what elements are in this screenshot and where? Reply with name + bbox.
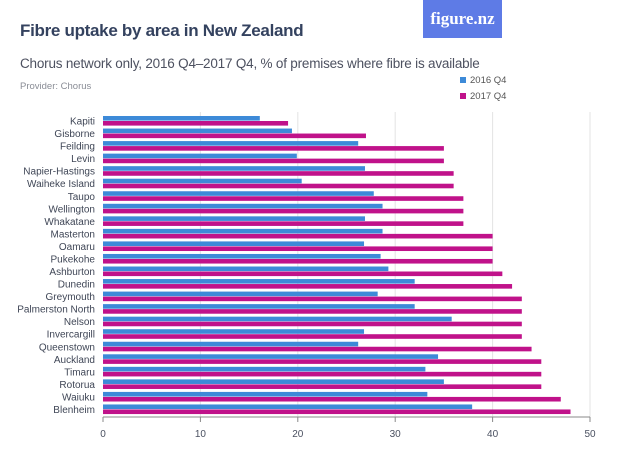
x-tick-label: 40 [487,429,499,440]
bar-2016-q4 [103,379,444,384]
bar-2017-q4 [103,271,503,277]
category-label: Taupo [68,192,96,203]
bar-2017-q4 [103,171,454,176]
bar-2017-q4 [103,346,532,352]
bar-2016-q4 [103,391,428,397]
bar-2017-q4 [103,371,542,377]
category-label: Wellington [48,204,95,215]
bar-2016-q4 [103,166,366,171]
legend-item-2016: 2016 Q4 [460,72,506,88]
bar-2016-q4 [103,279,415,284]
category-label: Dunedin [58,280,95,291]
bar-2016-q4 [103,116,260,121]
category-label: Waiuku [62,392,95,403]
bar-2017-q4 [103,121,289,126]
category-label: Waiheke Island [27,179,95,190]
bar-2016-q4 [103,253,381,259]
provider-note: Provider: Chorus [20,81,92,92]
bar-2017-q4 [103,233,493,239]
category-label: Kapiti [70,117,95,128]
bar-2016-q4 [103,228,383,234]
category-label: Napier-Hastings [23,167,95,178]
x-tick-label: 50 [584,429,596,440]
category-label: Palmerston North [17,305,95,316]
x-tick-label: 30 [390,429,402,440]
bar-2016-q4 [103,178,302,184]
bar-2017-q4 [103,296,522,302]
bar-2017-q4 [103,409,571,415]
bar-2016-q4 [103,404,473,410]
legend-swatch [460,93,466,99]
category-label: Ashburton [49,267,95,278]
category-label: Greymouth [46,292,95,303]
bar-2016-q4 [103,128,292,134]
bar-2016-q4 [103,191,374,196]
bar-2016-q4 [103,366,426,372]
bar-2017-q4 [103,158,444,164]
bar-2017-q4 [103,384,542,389]
legend-item-2017: 2017 Q4 [460,88,506,104]
category-label: Queenstown [39,342,95,353]
bar-2017-q4 [103,258,493,264]
bar-2017-q4 [103,309,522,314]
bar-2017-q4 [103,246,493,252]
x-tick-label: 0 [100,429,106,440]
category-label: Invercargill [47,330,95,341]
bar-2017-q4 [103,133,366,139]
legend-label: 2016 Q4 [470,74,507,86]
category-label: Gisborne [54,129,95,140]
bar-2016-q4 [103,304,415,309]
legend-swatch [460,77,466,83]
category-label: Auckland [54,355,95,366]
category-label: Whakatane [44,217,95,228]
bar-2016-q4 [103,341,359,347]
category-label: Masterton [51,229,95,240]
bar-2017-q4 [103,208,464,214]
bar-2017-q4 [103,196,464,201]
chart-subtitle: Chorus network only, 2016 Q4–2017 Q4, % … [20,56,480,71]
category-label: Feilding [60,142,95,153]
bar-2017-q4 [103,284,513,289]
bar-2016-q4 [103,203,383,209]
legend: 2016 Q4 2017 Q4 [460,72,506,104]
x-tick-label: 10 [195,429,207,440]
bar-2017-q4 [103,359,542,364]
category-label: Nelson [64,317,95,328]
bar-2016-q4 [103,153,297,159]
category-label: Pukekohe [51,254,96,265]
bar-2016-q4 [103,316,452,322]
bar-2017-q4 [103,321,522,327]
bar-2016-q4 [103,354,439,359]
x-tick-label: 20 [292,429,304,440]
legend-label: 2017 Q4 [470,90,507,102]
figure-nz-logo[interactable]: figure.nz [423,0,502,38]
chart-title: Fibre uptake by area in New Zealand [20,21,304,40]
bar-2016-q4 [103,241,365,247]
bar-2016-q4 [103,216,366,221]
bar-2016-q4 [103,141,359,146]
bar-2017-q4 [103,183,454,189]
category-label: Blenheim [53,405,95,416]
bar-2017-q4 [103,146,444,151]
bar-2017-q4 [103,334,522,339]
category-label: Timaru [64,367,95,378]
bar-2017-q4 [103,396,561,402]
bar-2016-q4 [103,291,378,297]
category-label: Rotorua [59,380,95,391]
bar-2016-q4 [103,329,365,334]
category-label: Levin [71,154,95,165]
category-label: Oamaru [59,242,95,253]
bar-2016-q4 [103,266,389,272]
bar-2017-q4 [103,221,464,226]
